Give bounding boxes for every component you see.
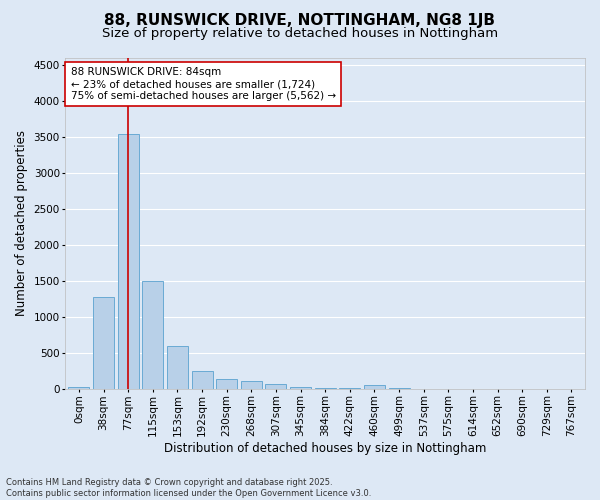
Bar [191,371,212,389]
Text: Size of property relative to detached houses in Nottingham: Size of property relative to detached ho… [102,28,498,40]
Bar [290,387,311,389]
Bar [118,134,139,389]
Text: 88 RUNSWICK DRIVE: 84sqm
← 23% of detached houses are smaller (1,724)
75% of sem: 88 RUNSWICK DRIVE: 84sqm ← 23% of detach… [71,68,335,100]
Text: Contains HM Land Registry data © Crown copyright and database right 2025.
Contai: Contains HM Land Registry data © Crown c… [6,478,371,498]
Bar [315,388,335,389]
X-axis label: Distribution of detached houses by size in Nottingham: Distribution of detached houses by size … [164,442,487,455]
Bar [93,297,114,389]
Bar [68,386,89,389]
Text: 88, RUNSWICK DRIVE, NOTTINGHAM, NG8 1JB: 88, RUNSWICK DRIVE, NOTTINGHAM, NG8 1JB [104,12,496,28]
Bar [167,346,188,389]
Bar [241,381,262,389]
Bar [265,384,286,389]
Y-axis label: Number of detached properties: Number of detached properties [15,130,28,316]
Bar [142,282,163,389]
Bar [216,379,237,389]
Bar [364,385,385,389]
